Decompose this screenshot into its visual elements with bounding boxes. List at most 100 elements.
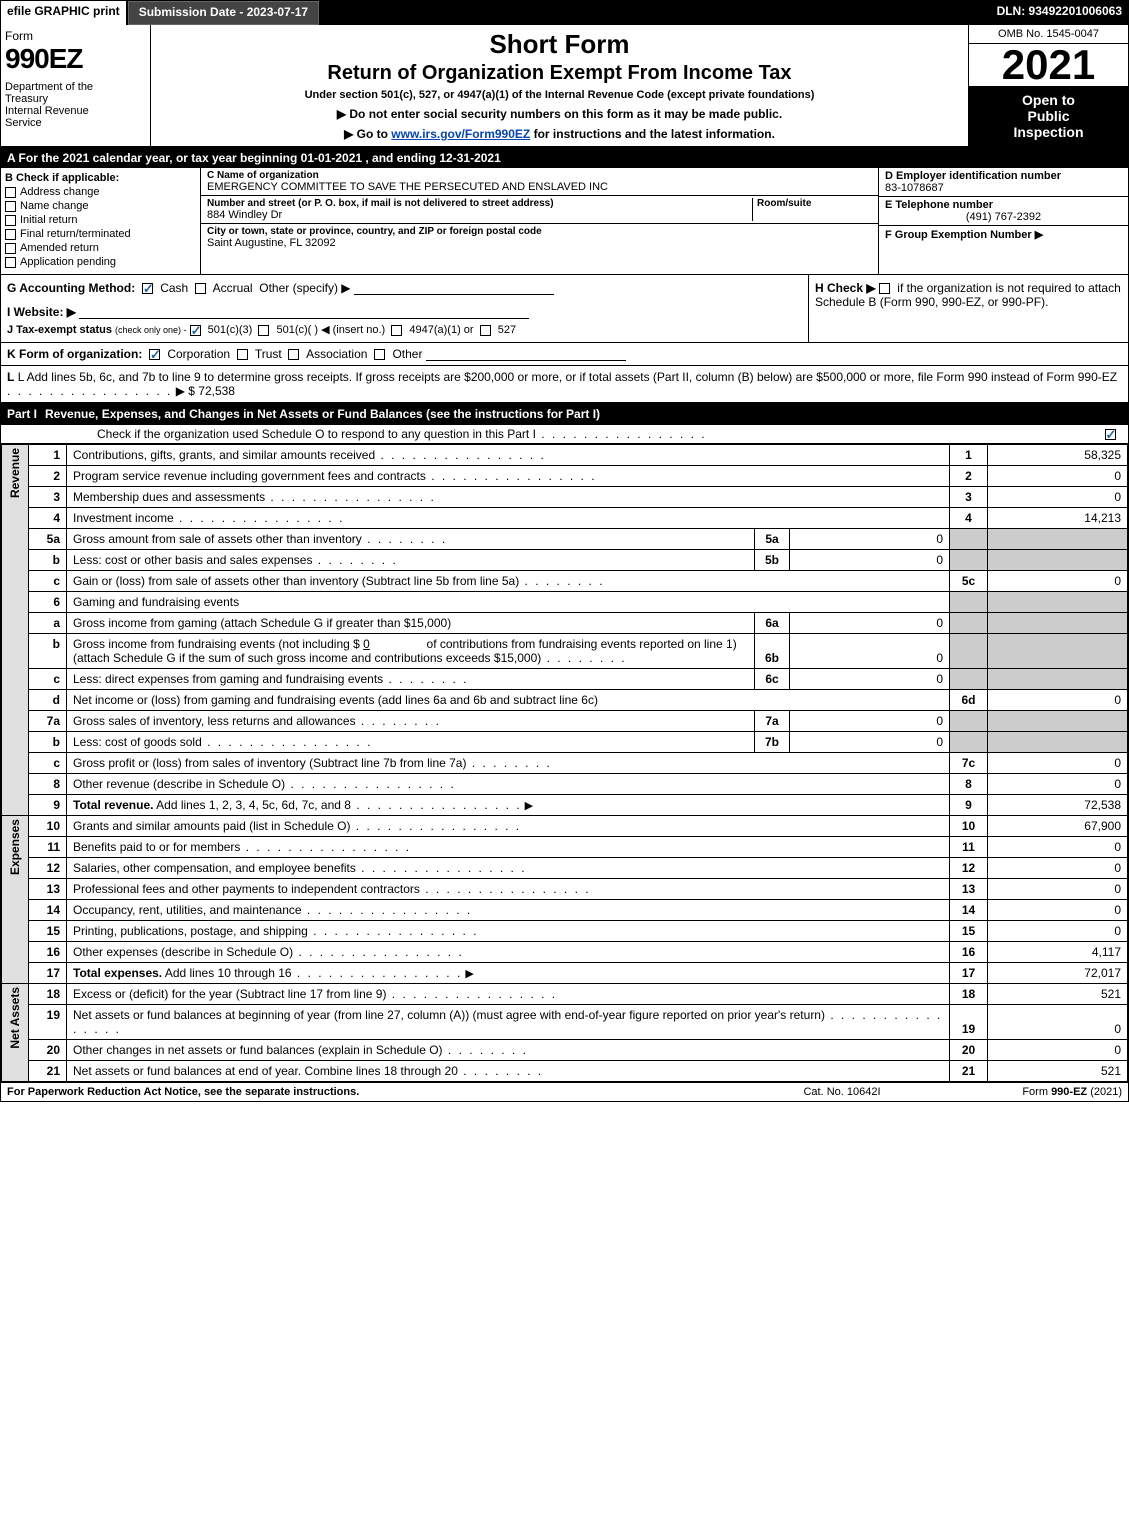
side-netassets: Net Assets — [2, 984, 29, 1082]
cb-corp[interactable] — [149, 349, 160, 360]
line-7a: 7aGross sales of inventory, less returns… — [2, 711, 1128, 732]
part1-check-row: Check if the organization used Schedule … — [1, 425, 1128, 444]
line-21: 21Net assets or fund balances at end of … — [2, 1061, 1128, 1082]
cb-name-change[interactable]: Name change — [5, 200, 196, 212]
header-left: Form 990EZ Department of theTreasuryInte… — [1, 25, 151, 146]
part1-header: Part I Revenue, Expenses, and Changes in… — [1, 403, 1128, 425]
checkbox-icon — [5, 215, 16, 226]
line-7c: cGross profit or (loss) from sales of in… — [2, 753, 1128, 774]
line-11: 11Benefits paid to or for members 110 — [2, 837, 1128, 858]
row-a: A For the 2021 calendar year, or tax yea… — [1, 148, 1128, 168]
website-input[interactable] — [79, 305, 529, 319]
inspection-1: Open to — [973, 92, 1124, 108]
line-19: 19Net assets or fund balances at beginni… — [2, 1005, 1128, 1040]
title-sub: Return of Organization Exempt From Incom… — [155, 62, 964, 85]
cb-accrual[interactable] — [195, 283, 206, 294]
header-right: OMB No. 1545-0047 2021 Open to Public In… — [968, 25, 1128, 146]
instr2-post: for instructions and the latest informat… — [530, 127, 775, 141]
line-9: 9Total revenue. Add lines 1, 2, 3, 4, 5c… — [2, 795, 1128, 816]
line-6b: bGross income from fundraising events (n… — [2, 634, 1128, 669]
line-1: Revenue 1 Contributions, gifts, grants, … — [2, 445, 1128, 466]
cb-other[interactable] — [374, 349, 385, 360]
other-org-input[interactable] — [426, 347, 626, 361]
d-label: D Employer identification number — [885, 170, 1122, 182]
line-18: Net Assets 18Excess or (deficit) for the… — [2, 984, 1128, 1005]
instr2-pre: ▶ Go to — [344, 127, 391, 141]
line-7b: bLess: cost of goods sold 7b0 — [2, 732, 1128, 753]
cb-address-change[interactable]: Address change — [5, 186, 196, 198]
cb-initial-return[interactable]: Initial return — [5, 214, 196, 226]
part1-check-text: Check if the organization used Schedule … — [7, 427, 1102, 441]
form-container: efile GRAPHIC print Submission Date - 20… — [0, 0, 1129, 1102]
footer-right: Form 990-EZ (2021) — [942, 1086, 1122, 1098]
footer-mid: Cat. No. 10642I — [742, 1086, 942, 1098]
checkbox-icon — [5, 243, 16, 254]
efile-label: efile GRAPHIC print — [1, 1, 128, 25]
line-10: Expenses 10Grants and similar amounts pa… — [2, 816, 1128, 837]
checkbox-icon — [1105, 429, 1116, 440]
l-row: L L Add lines 5b, 6c, and 7b to line 9 t… — [1, 366, 1128, 403]
cb-trust[interactable] — [237, 349, 248, 360]
col-de: D Employer identification number 83-1078… — [878, 168, 1128, 274]
part1-table: Revenue 1 Contributions, gifts, grants, … — [1, 444, 1128, 1082]
h-label: H Check ▶ — [815, 281, 876, 295]
tax-year: 2021 — [969, 44, 1128, 86]
k-label: K Form of organization: — [7, 347, 142, 361]
i-row: I Website: ▶ — [7, 305, 802, 319]
cb-cash[interactable] — [142, 283, 153, 294]
room-label: Room/suite — [757, 198, 872, 209]
f-label: F Group Exemption Number ▶ — [885, 228, 1122, 241]
k-row: K Form of organization: Corporation Trus… — [1, 343, 1128, 366]
section-bc: B Check if applicable: Address change Na… — [1, 168, 1128, 275]
street-value: 884 Windley Dr — [207, 209, 752, 221]
cb-501c[interactable] — [258, 325, 269, 336]
line-20: 20Other changes in net assets or fund ba… — [2, 1040, 1128, 1061]
cb-527[interactable] — [480, 325, 491, 336]
phone-row: E Telephone number (491) 767-2392 — [879, 197, 1128, 226]
dots — [7, 384, 172, 398]
mid-block: G Accounting Method: Cash Accrual Other … — [1, 275, 1128, 343]
irs-link[interactable]: www.irs.gov/Form990EZ — [391, 127, 530, 141]
line-4: 4Investment income 414,213 — [2, 508, 1128, 529]
form-number: 990EZ — [5, 43, 146, 75]
form-label: Form — [5, 29, 146, 43]
j-note: (check only one) - — [115, 325, 187, 335]
mid-left: G Accounting Method: Cash Accrual Other … — [1, 275, 808, 342]
line-6: 6Gaming and fundraising events — [2, 592, 1128, 613]
side-revenue: Revenue — [2, 445, 29, 816]
cb-application-pending[interactable]: Application pending — [5, 256, 196, 268]
group-exemption-row: F Group Exemption Number ▶ — [879, 226, 1128, 243]
line-6a: aGross income from gaming (attach Schedu… — [2, 613, 1128, 634]
side-expenses: Expenses — [2, 816, 29, 984]
cb-501c3[interactable] — [190, 325, 201, 336]
cb-h[interactable] — [879, 283, 890, 294]
ein-row: D Employer identification number 83-1078… — [879, 168, 1128, 197]
j-label: J Tax-exempt status — [7, 324, 112, 336]
line-12: 12Salaries, other compensation, and empl… — [2, 858, 1128, 879]
subtitle: Under section 501(c), 527, or 4947(a)(1)… — [155, 89, 964, 101]
name-label: C Name of organization — [207, 170, 872, 181]
line-16: 16Other expenses (describe in Schedule O… — [2, 942, 1128, 963]
org-name-row: C Name of organization EMERGENCY COMMITT… — [201, 168, 878, 196]
j-row: J Tax-exempt status (check only one) - 5… — [7, 323, 802, 336]
line-3: 3Membership dues and assessments 30 — [2, 487, 1128, 508]
topbar-fill — [319, 1, 990, 25]
cb-assoc[interactable] — [288, 349, 299, 360]
cb-4947[interactable] — [391, 325, 402, 336]
city-row: City or town, state or province, country… — [201, 224, 878, 251]
line-5c: cGain or (loss) from sale of assets othe… — [2, 571, 1128, 592]
line-8: 8Other revenue (describe in Schedule O) … — [2, 774, 1128, 795]
line-14: 14Occupancy, rent, utilities, and mainte… — [2, 900, 1128, 921]
l-value: ▶ $ 72,538 — [176, 384, 235, 398]
phone-value: (491) 767-2392 — [885, 211, 1122, 223]
line-15: 15Printing, publications, postage, and s… — [2, 921, 1128, 942]
cb-amended-return[interactable]: Amended return — [5, 242, 196, 254]
other-method-input[interactable] — [354, 281, 554, 295]
dln-label: DLN: 93492201006063 — [991, 1, 1128, 25]
city-label: City or town, state or province, country… — [207, 226, 872, 237]
cb-final-return[interactable]: Final return/terminated — [5, 228, 196, 240]
ein-value: 83-1078687 — [885, 182, 1122, 194]
line-6d: dNet income or (loss) from gaming and fu… — [2, 690, 1128, 711]
part1-checkbox[interactable] — [1102, 427, 1122, 441]
instr-1: ▶ Do not enter social security numbers o… — [155, 107, 964, 121]
